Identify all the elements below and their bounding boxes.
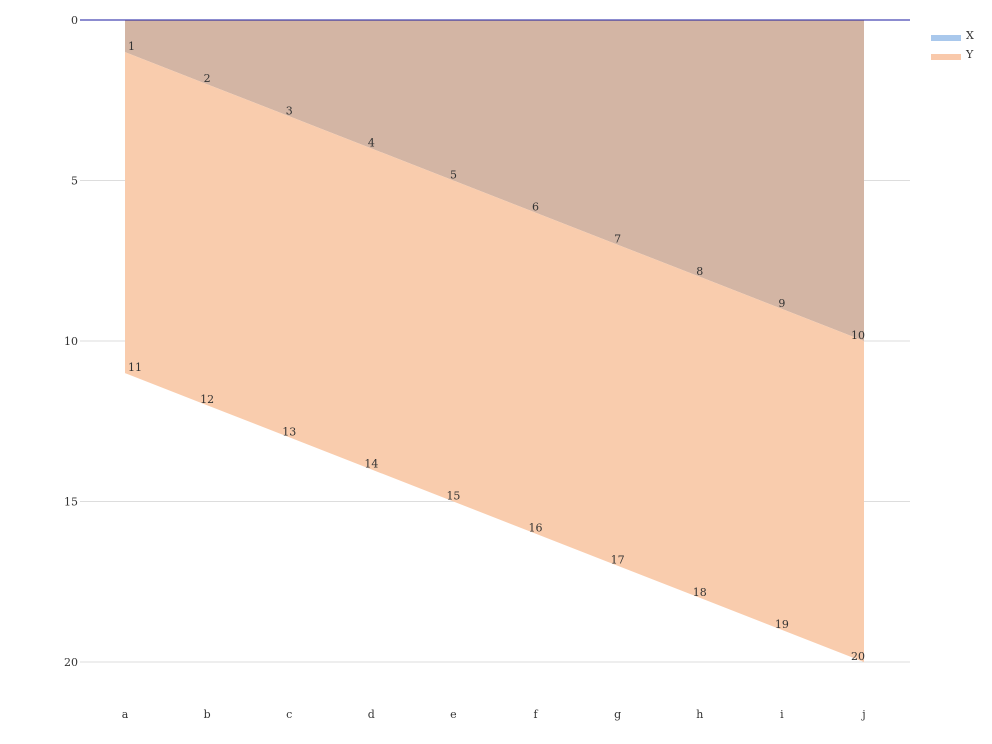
data-label-x: 7: [614, 233, 621, 246]
x-tick-label: d: [368, 708, 375, 721]
x-tick-label: f: [534, 708, 539, 721]
legend-label-x: X: [966, 29, 974, 42]
data-label-x: 3: [286, 104, 293, 117]
x-axis-ticks: a b c d e f g h i j: [122, 708, 866, 721]
data-label-y: 20: [851, 650, 865, 663]
x-tick-label: g: [614, 708, 621, 721]
data-label-x: 10: [851, 329, 865, 342]
y-tick-label: 15: [64, 496, 78, 509]
x-tick-label: i: [780, 708, 784, 721]
data-label-y: 19: [775, 618, 789, 631]
x-tick-label: h: [696, 708, 703, 721]
data-label-x: 1: [128, 40, 135, 53]
legend: XY: [931, 29, 974, 61]
x-tick-label: a: [122, 708, 129, 721]
x-tick-label: b: [204, 708, 211, 721]
legend-swatch-y: [931, 54, 961, 60]
y-tick-label: 10: [64, 335, 78, 348]
data-label-x: 5: [450, 169, 457, 182]
data-label-y: 11: [128, 361, 142, 374]
data-label-y: 15: [446, 490, 460, 503]
data-label-y: 14: [364, 457, 378, 470]
data-label-y: 17: [611, 554, 625, 567]
x-tick-label: e: [450, 708, 457, 721]
y-tick-label: 0: [71, 14, 78, 27]
series-areas: [125, 20, 864, 663]
legend-label-y: Y: [965, 48, 974, 61]
data-label-x: 2: [204, 72, 211, 85]
data-label-y: 18: [693, 586, 707, 599]
x-tick-label: j: [860, 708, 865, 721]
data-label-x: 8: [696, 265, 703, 278]
data-label-y: 12: [200, 393, 214, 406]
series-area-x: [125, 20, 864, 341]
x-tick-label: c: [286, 708, 292, 721]
y-tick-label: 5: [71, 175, 78, 188]
data-label-y: 16: [529, 522, 543, 535]
data-label-y: 13: [282, 425, 296, 438]
series-area-y: [125, 52, 864, 663]
data-label-x: 9: [778, 297, 785, 310]
data-label-x: 4: [368, 136, 375, 149]
y-tick-label: 20: [64, 656, 78, 669]
y-axis-ticks: 0 5 10 15 20: [64, 14, 78, 669]
data-label-x: 6: [532, 201, 539, 214]
legend-swatch-x: [931, 35, 961, 41]
